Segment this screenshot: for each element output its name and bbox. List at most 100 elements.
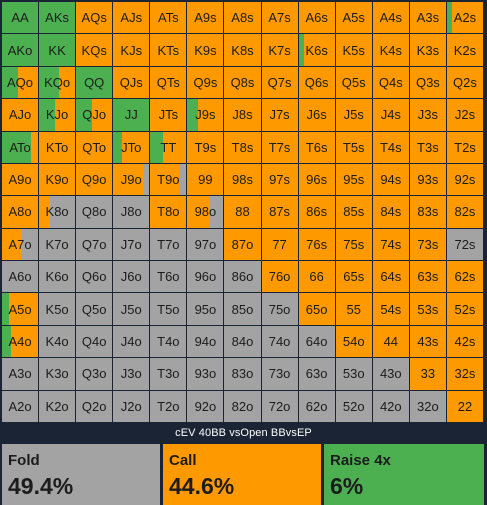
- hand-cell-A7s[interactable]: A7s: [261, 2, 298, 34]
- hand-cell-T9o[interactable]: T9o: [150, 163, 187, 196]
- hand-cell-52s[interactable]: 52s: [446, 293, 483, 325]
- hand-cell-K4s[interactable]: K4s: [372, 34, 409, 66]
- hand-cell-J6s[interactable]: J6s: [298, 99, 335, 131]
- hand-cell-A4o[interactable]: A4o: [2, 325, 39, 358]
- hand-cell-QQ[interactable]: QQ: [76, 66, 113, 99]
- hand-cell-TT[interactable]: TT: [150, 131, 187, 163]
- hand-cell-ATo[interactable]: ATo: [2, 131, 39, 163]
- hand-cell-KK[interactable]: KK: [39, 34, 76, 66]
- hand-cell-65o[interactable]: 65o: [298, 293, 335, 325]
- hand-cell-A5s[interactable]: A5s: [335, 2, 372, 34]
- hand-cell-84s[interactable]: 84s: [372, 196, 409, 228]
- hand-cell-Q2s[interactable]: Q2s: [446, 66, 483, 99]
- hand-cell-62s[interactable]: 62s: [446, 261, 483, 293]
- hand-cell-66[interactable]: 66: [298, 261, 335, 293]
- hand-cell-K9s[interactable]: K9s: [187, 34, 224, 66]
- hand-cell-T6s[interactable]: T6s: [298, 131, 335, 163]
- hand-cell-K5o[interactable]: K5o: [39, 293, 76, 325]
- hand-cell-K6o[interactable]: K6o: [39, 261, 76, 293]
- hand-cell-72s[interactable]: 72s: [446, 228, 483, 261]
- hand-cell-J4o[interactable]: J4o: [113, 325, 150, 358]
- hand-cell-T2o[interactable]: T2o: [150, 390, 187, 422]
- hand-cell-A8s[interactable]: A8s: [224, 2, 261, 34]
- hand-cell-QJo[interactable]: QJo: [76, 99, 113, 131]
- hand-cell-T4s[interactable]: T4s: [372, 131, 409, 163]
- hand-cell-22[interactable]: 22: [446, 390, 483, 422]
- hand-cell-JJ[interactable]: JJ: [113, 99, 150, 131]
- hand-cell-Q4o[interactable]: Q4o: [76, 325, 113, 358]
- hand-cell-K3o[interactable]: K3o: [39, 358, 76, 390]
- hand-cell-K7s[interactable]: K7s: [261, 34, 298, 66]
- hand-cell-54s[interactable]: 54s: [372, 293, 409, 325]
- hand-cell-AQo[interactable]: AQo: [2, 66, 39, 99]
- fold-summary-panel[interactable]: Fold 49.4%: [2, 444, 160, 505]
- hand-cell-A9o[interactable]: A9o: [2, 163, 39, 196]
- hand-cell-K3s[interactable]: K3s: [409, 34, 446, 66]
- hand-cell-A5o[interactable]: A5o: [2, 293, 39, 325]
- hand-cell-AJs[interactable]: AJs: [113, 2, 150, 34]
- hand-cell-T7o[interactable]: T7o: [150, 228, 187, 261]
- hand-cell-65s[interactable]: 65s: [335, 261, 372, 293]
- hand-cell-83o[interactable]: 83o: [224, 358, 261, 390]
- hand-cell-J5o[interactable]: J5o: [113, 293, 150, 325]
- hand-cell-42s[interactable]: 42s: [446, 325, 483, 358]
- hand-cell-T3o[interactable]: T3o: [150, 358, 187, 390]
- hand-cell-64o[interactable]: 64o: [298, 325, 335, 358]
- call-summary-panel[interactable]: Call 44.6%: [163, 444, 321, 505]
- hand-cell-J3o[interactable]: J3o: [113, 358, 150, 390]
- hand-cell-93s[interactable]: 93s: [409, 163, 446, 196]
- hand-cell-Q7o[interactable]: Q7o: [76, 228, 113, 261]
- hand-cell-82s[interactable]: 82s: [446, 196, 483, 228]
- hand-cell-87o[interactable]: 87o: [224, 228, 261, 261]
- hand-cell-94o[interactable]: 94o: [187, 325, 224, 358]
- hand-cell-32s[interactable]: 32s: [446, 358, 483, 390]
- hand-cell-95s[interactable]: 95s: [335, 163, 372, 196]
- hand-cell-A7o[interactable]: A7o: [2, 228, 39, 261]
- hand-cell-T6o[interactable]: T6o: [150, 261, 187, 293]
- hand-cell-AA[interactable]: AA: [2, 2, 39, 34]
- hand-cell-J3s[interactable]: J3s: [409, 99, 446, 131]
- hand-cell-A4s[interactable]: A4s: [372, 2, 409, 34]
- hand-cell-A3s[interactable]: A3s: [409, 2, 446, 34]
- hand-cell-32o[interactable]: 32o: [409, 390, 446, 422]
- hand-cell-K2s[interactable]: K2s: [446, 34, 483, 66]
- hand-cell-T7s[interactable]: T7s: [261, 131, 298, 163]
- hand-cell-T3s[interactable]: T3s: [409, 131, 446, 163]
- hand-cell-K2o[interactable]: K2o: [39, 390, 76, 422]
- hand-cell-93o[interactable]: 93o: [187, 358, 224, 390]
- hand-cell-Q7s[interactable]: Q7s: [261, 66, 298, 99]
- hand-cell-73o[interactable]: 73o: [261, 358, 298, 390]
- hand-cell-Q5o[interactable]: Q5o: [76, 293, 113, 325]
- raise-summary-panel[interactable]: Raise 4x 6%: [324, 444, 484, 505]
- hand-cell-84o[interactable]: 84o: [224, 325, 261, 358]
- hand-cell-94s[interactable]: 94s: [372, 163, 409, 196]
- hand-cell-J8o[interactable]: J8o: [113, 196, 150, 228]
- hand-cell-44[interactable]: 44: [372, 325, 409, 358]
- hand-cell-85o[interactable]: 85o: [224, 293, 261, 325]
- hand-cell-63s[interactable]: 63s: [409, 261, 446, 293]
- hand-cell-J4s[interactable]: J4s: [372, 99, 409, 131]
- hand-cell-JTo[interactable]: JTo: [113, 131, 150, 163]
- hand-cell-K6s[interactable]: K6s: [298, 34, 335, 66]
- hand-cell-K5s[interactable]: K5s: [335, 34, 372, 66]
- hand-cell-J5s[interactable]: J5s: [335, 99, 372, 131]
- hand-cell-Q2o[interactable]: Q2o: [76, 390, 113, 422]
- hand-cell-AKs[interactable]: AKs: [39, 2, 76, 34]
- hand-cell-K4o[interactable]: K4o: [39, 325, 76, 358]
- hand-cell-J7o[interactable]: J7o: [113, 228, 150, 261]
- hand-cell-J8s[interactable]: J8s: [224, 99, 261, 131]
- hand-cell-A3o[interactable]: A3o: [2, 358, 39, 390]
- hand-cell-T4o[interactable]: T4o: [150, 325, 187, 358]
- hand-cell-76s[interactable]: 76s: [298, 228, 335, 261]
- hand-cell-AQs[interactable]: AQs: [76, 2, 113, 34]
- hand-cell-53o[interactable]: 53o: [335, 358, 372, 390]
- hand-cell-33[interactable]: 33: [409, 358, 446, 390]
- hand-cell-82o[interactable]: 82o: [224, 390, 261, 422]
- hand-cell-Q8o[interactable]: Q8o: [76, 196, 113, 228]
- hand-cell-Q8s[interactable]: Q8s: [224, 66, 261, 99]
- hand-cell-53s[interactable]: 53s: [409, 293, 446, 325]
- hand-cell-Q6s[interactable]: Q6s: [298, 66, 335, 99]
- hand-cell-KQs[interactable]: KQs: [76, 34, 113, 66]
- hand-cell-A6o[interactable]: A6o: [2, 261, 39, 293]
- hand-cell-99[interactable]: 99: [187, 163, 224, 196]
